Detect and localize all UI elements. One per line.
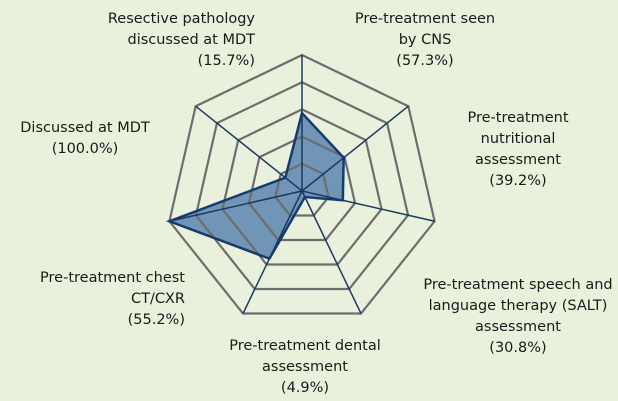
spoke (301, 105, 409, 192)
axis-label: Discussed at MDT (100.0%) (0, 118, 170, 160)
grid-ring (221, 108, 383, 266)
category-label: Resective pathology discussed at MDT (107, 11, 255, 48)
axis-label: Pre-treatment seen by CNS (57.3%) (345, 9, 505, 72)
category-label: Pre-treatment seen by CNS (354, 11, 496, 48)
spoke (301, 190, 435, 222)
value-label: (4.9%) (280, 380, 330, 396)
axis-label: Resective pathology discussed at MDT (15.… (40, 9, 255, 72)
axis-label: Pre-treatment speech and language therap… (418, 275, 618, 359)
axis-label: Pre-treatment chest CT/CXR (55.2%) (40, 268, 185, 331)
radar-line (165, 110, 345, 261)
axis-label: Pre-treatment dental assessment (4.9%) (200, 336, 410, 399)
category-label: Discussed at MDT (20, 120, 150, 136)
spoke (301, 190, 362, 314)
grid-ring (274, 162, 330, 217)
axis-label: Pre-treatment nutritional assessment (39.… (448, 108, 588, 192)
category-label: Pre-treatment speech and language therap… (423, 277, 613, 335)
value-label: (57.3%) (396, 53, 454, 69)
category-label: Pre-treatment chest CT/CXR (40, 270, 185, 307)
category-label: Pre-treatment dental assessment (229, 338, 381, 375)
grid-ring (247, 135, 357, 242)
value-label: (100.0%) (51, 141, 119, 157)
radar-area (169, 113, 344, 259)
grid-ring (168, 53, 436, 315)
value-label: (30.8%) (489, 340, 547, 356)
category-label: Pre-treatment nutritional assessment (467, 110, 569, 168)
value-label: (39.2%) (489, 173, 547, 189)
value-label: (15.7%) (197, 53, 255, 69)
grid-ring (194, 80, 410, 291)
spoke (169, 190, 303, 222)
value-label: (55.2%) (127, 312, 185, 328)
